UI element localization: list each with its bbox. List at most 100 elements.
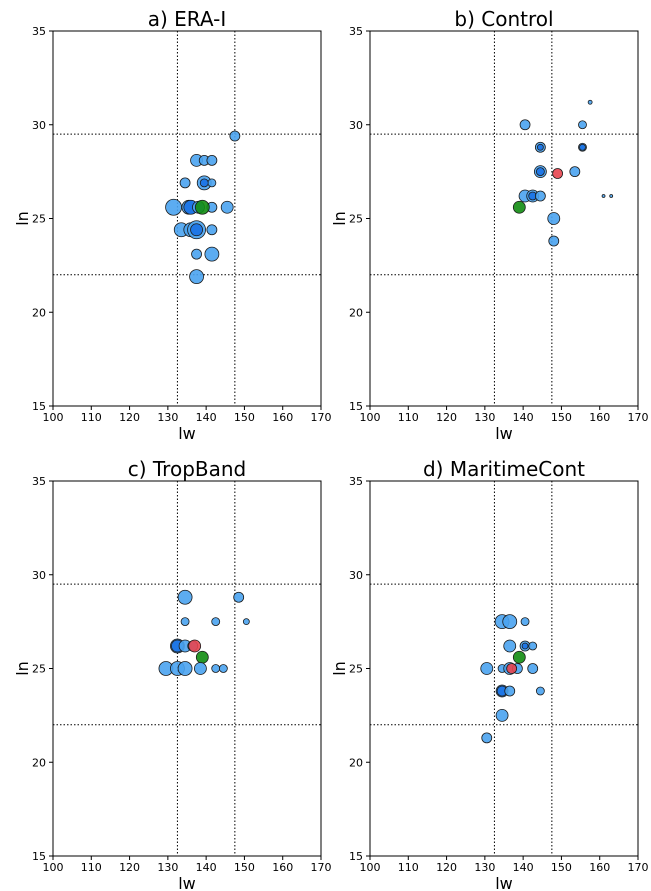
x-tick-label: 140 <box>196 861 217 874</box>
data-point-16 <box>211 664 221 673</box>
chart-title: b) Control <box>454 7 553 31</box>
data-point-10 <box>188 639 202 653</box>
data-point-2 <box>519 119 531 131</box>
data-point-1 <box>229 130 241 142</box>
data-point-18 <box>512 200 526 214</box>
data-point-17 <box>504 685 516 697</box>
y-tick-label: 35 <box>32 25 46 38</box>
x-tick-label: 110 <box>398 411 419 424</box>
panel-1: 100 110 120 130 140 150 160 170 15 20 25 30 35 a) ERA… <box>13 7 332 443</box>
data-point-7 <box>207 178 217 188</box>
chart-title: d) MaritimeCont <box>423 457 585 481</box>
x-tick-label: 100 <box>43 861 64 874</box>
x-axis-label: lw <box>495 874 513 891</box>
data-point-15 <box>534 190 546 202</box>
data-point-18 <box>535 686 545 696</box>
data-point-1 <box>177 589 193 605</box>
x-axis-label: lw <box>178 874 196 891</box>
y-tick-label: 20 <box>32 756 46 769</box>
y-tick-label: 35 <box>349 25 363 38</box>
data-point-5 <box>242 618 250 626</box>
data-point-3 <box>578 120 587 130</box>
data-point-1 <box>587 99 593 105</box>
data-point-9 <box>480 662 494 675</box>
y-axis-label: ln <box>330 211 349 226</box>
y-tick-label: 25 <box>32 663 46 676</box>
data-point-11 <box>195 650 209 664</box>
x-tick-label: 140 <box>513 861 534 874</box>
y-tick-label: 30 <box>32 569 46 582</box>
x-tick-label: 170 <box>311 411 332 424</box>
y-tick-label: 25 <box>349 213 363 226</box>
x-tick-label: 160 <box>272 411 293 424</box>
y-tick-label: 15 <box>32 850 46 863</box>
data-point-4 <box>211 617 221 627</box>
x-tick-label: 160 <box>589 411 610 424</box>
x-tick-label: 130 <box>157 411 178 424</box>
y-tick-label: 25 <box>349 663 363 676</box>
x-tick-label: 160 <box>272 861 293 874</box>
data-point-7 <box>579 143 586 151</box>
data-point-4 <box>206 154 218 166</box>
plot-area <box>52 30 322 407</box>
data-point-20 <box>206 224 218 236</box>
x-tick-label: 120 <box>436 411 457 424</box>
y-tick-label: 15 <box>32 400 46 413</box>
y-tick-label: 30 <box>349 119 363 132</box>
x-tick-label: 150 <box>551 861 572 874</box>
x-tick-label: 150 <box>551 411 572 424</box>
data-point-14 <box>177 661 193 676</box>
data-point-20 <box>548 235 560 247</box>
y-tick-label: 30 <box>32 119 46 132</box>
chart-title: a) ERA-I <box>148 7 227 31</box>
y-tick-label: 30 <box>349 569 363 582</box>
x-tick-label: 150 <box>234 411 255 424</box>
y-tick-label: 15 <box>349 400 363 413</box>
data-point-16 <box>601 194 606 198</box>
x-tick-label: 120 <box>119 411 140 424</box>
panel-4: 100 110 120 130 140 150 160 170 15 20 25 30 35 d) Mar… <box>330 457 649 891</box>
x-tick-label: 100 <box>360 411 381 424</box>
data-point-8 <box>199 178 209 188</box>
data-point-13 <box>506 663 518 674</box>
y-tick-label: 35 <box>32 475 46 488</box>
y-tick-label: 35 <box>349 475 363 488</box>
y-tick-label: 15 <box>349 850 363 863</box>
data-point-19 <box>495 708 509 722</box>
data-point-2 <box>233 591 245 603</box>
data-point-14 <box>220 200 234 214</box>
panel-3: 100 110 120 130 140 150 160 170 15 20 25 30 35 c) Tro… <box>13 457 332 891</box>
x-tick-label: 110 <box>81 861 102 874</box>
x-tick-label: 110 <box>398 861 419 874</box>
data-point-19 <box>547 212 561 225</box>
data-point-23 <box>189 269 204 285</box>
data-point-5 <box>536 143 544 151</box>
data-point-21 <box>191 248 202 260</box>
data-point-15 <box>193 662 207 675</box>
data-point-3 <box>520 617 530 627</box>
data-point-3 <box>180 617 190 627</box>
x-tick-label: 160 <box>589 861 610 874</box>
data-point-4 <box>503 639 517 653</box>
data-point-10 <box>569 166 581 178</box>
y-tick-label: 25 <box>32 213 46 226</box>
plot-area <box>369 30 639 407</box>
data-point-2 <box>502 614 518 630</box>
y-axis-label: ln <box>330 661 349 676</box>
panel-2: 100 110 120 130 140 150 160 170 15 20 25 30 35 b) Con… <box>330 7 649 443</box>
data-point-19 <box>190 223 203 237</box>
x-tick-label: 120 <box>119 861 140 874</box>
data-point-7 <box>528 641 538 651</box>
x-tick-label: 100 <box>360 861 381 874</box>
data-point-17 <box>218 664 228 673</box>
chart-title: c) TropBand <box>128 457 247 481</box>
x-axis-label: lw <box>495 424 513 443</box>
data-point-9 <box>535 167 545 177</box>
x-tick-label: 150 <box>234 861 255 874</box>
x-tick-label: 110 <box>81 411 102 424</box>
x-tick-label: 120 <box>436 861 457 874</box>
data-point-9 <box>165 198 183 216</box>
data-point-15 <box>194 199 210 215</box>
y-axis-label: ln <box>13 661 32 676</box>
